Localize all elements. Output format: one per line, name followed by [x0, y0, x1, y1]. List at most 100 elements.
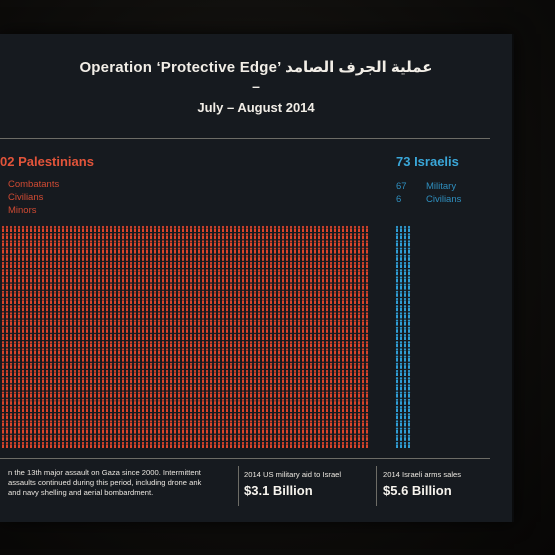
palestinian-figure — [57, 326, 61, 333]
palestinian-figure — [237, 341, 241, 348]
israeli-figure — [399, 384, 403, 391]
palestinian-figure — [173, 420, 177, 427]
palestinian-figure — [9, 269, 13, 276]
palestinian-figure — [29, 348, 33, 355]
palestinian-figure — [221, 384, 225, 391]
palestinian-figure — [357, 319, 361, 326]
palestinian-figure — [81, 305, 85, 312]
palestinian-figure — [53, 427, 57, 434]
palestinian-figure — [109, 398, 113, 405]
palestinian-figure — [113, 276, 117, 283]
palestinian-figure — [173, 413, 177, 420]
palestinian-figure — [101, 326, 105, 333]
palestinian-figure — [45, 355, 49, 362]
palestinian-figure — [1, 348, 5, 355]
palestinian-figure — [1, 427, 5, 434]
palestinian-figure — [33, 297, 37, 304]
palestinian-figure — [301, 348, 305, 355]
palestinian-figure — [285, 254, 289, 261]
palestinian-figure — [125, 362, 129, 369]
palestinian-figure — [197, 240, 201, 247]
palestinian-figure — [49, 420, 53, 427]
palestinian-figure — [181, 427, 185, 434]
palestinian-figure — [349, 319, 353, 326]
palestinian-figure — [333, 254, 337, 261]
israeli-figure — [403, 276, 407, 283]
palestinian-figure — [13, 312, 17, 319]
palestinian-figure — [69, 384, 73, 391]
palestinian-figure — [161, 384, 165, 391]
palestinian-figure — [361, 348, 365, 355]
palestinian-figure — [365, 261, 369, 268]
palestinian-figure — [25, 333, 29, 340]
israeli-figure — [395, 233, 399, 240]
palestinian-figure — [97, 225, 101, 232]
palestinian-figure — [285, 441, 289, 448]
palestinian-figure — [313, 326, 317, 333]
palestinian-figure — [237, 312, 241, 319]
palestinian-figure — [205, 276, 209, 283]
palestinian-figure — [281, 283, 285, 290]
palestinian-figure — [185, 247, 189, 254]
palestinian-figure — [325, 434, 329, 441]
palestinian-figure — [305, 427, 309, 434]
palestinian-figure — [129, 441, 133, 448]
palestinian-figure — [173, 355, 177, 362]
palestinian-figure — [53, 240, 57, 247]
palestinian-figure — [301, 369, 305, 376]
palestinian-figure — [73, 283, 77, 290]
palestinian-figure — [301, 305, 305, 312]
palestinian-figure — [265, 333, 269, 340]
palestinian-figure — [129, 261, 133, 268]
palestinian-figure — [233, 290, 237, 297]
palestinian-figure — [357, 341, 361, 348]
palestinian-figure — [129, 355, 133, 362]
palestinian-figure — [121, 225, 125, 232]
palestinian-figure — [213, 240, 217, 247]
palestinian-figure — [161, 333, 165, 340]
palestinian-figure — [29, 240, 33, 247]
palestinian-figure — [161, 369, 165, 376]
israeli-figure — [399, 441, 403, 448]
palestinian-figure — [17, 312, 21, 319]
palestinian-figure — [89, 297, 93, 304]
palestinian-figure — [305, 405, 309, 412]
palestinian-figure — [157, 384, 161, 391]
palestinian-figure — [37, 355, 41, 362]
palestinian-figure — [257, 427, 261, 434]
palestinian-figure — [165, 341, 169, 348]
palestinian-figure — [337, 355, 341, 362]
palestinian-figure — [45, 305, 49, 312]
palestinian-figure — [109, 405, 113, 412]
palestinian-figure — [49, 247, 53, 254]
palestinian-figure — [25, 355, 29, 362]
palestinian-figure — [57, 283, 61, 290]
palestinian-figure — [361, 233, 365, 240]
palestinian-figure — [101, 261, 105, 268]
palestinian-figure — [177, 420, 181, 427]
palestinian-figure — [29, 405, 33, 412]
palestinian-figure — [253, 247, 257, 254]
palestinian-figure — [297, 290, 301, 297]
israeli-figure — [407, 254, 411, 261]
palestinian-figure — [269, 240, 273, 247]
palestinian-figure — [97, 391, 101, 398]
palestinian-figure — [37, 240, 41, 247]
palestinian-figure — [325, 355, 329, 362]
palestinian-figure — [237, 290, 241, 297]
palestinian-figure — [265, 413, 269, 420]
palestinian-figure — [237, 225, 241, 232]
palestinian-figure — [253, 305, 257, 312]
palestinian-figure — [41, 240, 45, 247]
palestinian-figure — [209, 341, 213, 348]
palestinian-figure — [109, 261, 113, 268]
palestinian-figure — [249, 305, 253, 312]
palestinian-figure — [333, 441, 337, 448]
palestinian-figure — [9, 384, 13, 391]
palestinian-figure — [125, 427, 129, 434]
palestinian-figure — [41, 225, 45, 232]
palestinian-figure — [61, 398, 65, 405]
palestinian-figure — [197, 413, 201, 420]
palestinian-figure — [101, 398, 105, 405]
palestinian-figure — [241, 319, 245, 326]
